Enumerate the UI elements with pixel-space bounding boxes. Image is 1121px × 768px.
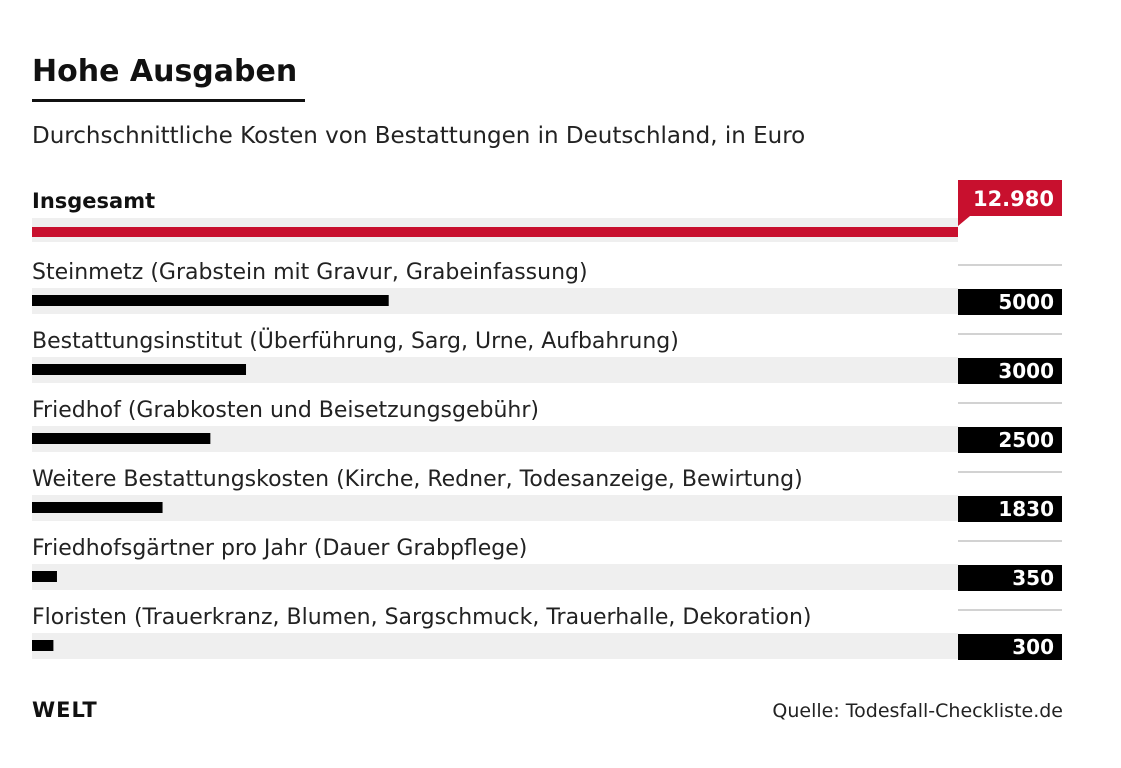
chart-subtitle: Durchschnittliche Kosten von Bestattunge… bbox=[32, 123, 806, 149]
value-box bbox=[958, 427, 1062, 453]
value-label: 3000 bbox=[998, 359, 1054, 383]
bar-track bbox=[32, 633, 958, 659]
source-note: Quelle: Todesfall-Checkliste.de bbox=[772, 700, 1063, 722]
chart-title: Hohe Ausgaben bbox=[32, 54, 298, 89]
bar bbox=[32, 364, 247, 375]
value-box bbox=[958, 565, 1062, 591]
value-label: 300 bbox=[1012, 635, 1054, 659]
value-label: 2500 bbox=[998, 428, 1054, 452]
total-bar bbox=[32, 227, 958, 237]
value-box bbox=[958, 289, 1062, 315]
category-label: Friedhofsgärtner pro Jahr (Dauer Grabpfl… bbox=[32, 536, 527, 561]
value-tick-line bbox=[958, 471, 1062, 473]
category-label: Steinmetz (Grabstein mit Gravur, Grabein… bbox=[32, 260, 588, 285]
category-label: Friedhof (Grabkosten und Beisetzungsgebü… bbox=[32, 398, 539, 423]
category-label: Weitere Bestattungskosten (Kirche, Redne… bbox=[32, 467, 803, 492]
value-label: 1830 bbox=[998, 497, 1054, 521]
value-tick-line bbox=[958, 402, 1062, 404]
total-label: Insgesamt bbox=[32, 189, 155, 213]
value-box bbox=[958, 634, 1062, 660]
title-underline bbox=[32, 99, 305, 102]
value-tick-line bbox=[958, 333, 1062, 335]
value-label: 5000 bbox=[998, 290, 1054, 314]
value-label: 350 bbox=[1012, 566, 1054, 590]
bar-track bbox=[32, 564, 958, 590]
total-value-box bbox=[958, 180, 1062, 216]
value-box bbox=[958, 358, 1062, 384]
value-tick-line bbox=[958, 540, 1062, 542]
total-value-label: 12.980 bbox=[973, 187, 1054, 211]
bar-chart: Insgesamt 12.980 Steinmetz (Grabstein mit … bbox=[32, 180, 1062, 660]
bar bbox=[32, 295, 389, 306]
value-box bbox=[958, 496, 1062, 522]
category-label: Bestattungsinstitut (Überführung, Sarg, … bbox=[32, 328, 679, 354]
bar bbox=[32, 433, 211, 444]
bar bbox=[32, 502, 163, 513]
bar-track bbox=[32, 495, 958, 521]
bar bbox=[32, 571, 57, 582]
value-tick-line bbox=[958, 609, 1062, 611]
total-value-pointer bbox=[958, 216, 970, 226]
value-tick-line bbox=[958, 264, 1062, 266]
bar bbox=[32, 640, 54, 651]
welt-logo: WELT bbox=[32, 698, 98, 722]
category-label: Floristen (Trauerkranz, Blumen, Sargschm… bbox=[32, 605, 812, 630]
